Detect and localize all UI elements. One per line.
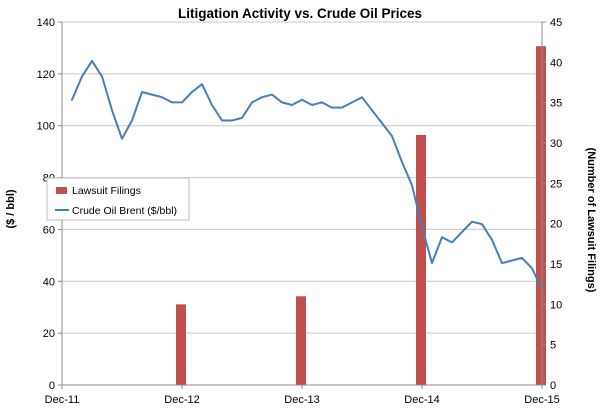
y-left-tick-label: 120 xyxy=(37,69,55,81)
legend-label-crude-oil-brent: Crude Oil Brent ($/bbl) xyxy=(72,205,177,217)
y-right-tick-label: 0 xyxy=(550,380,556,392)
x-tick-label: Dec-11 xyxy=(45,394,80,405)
bar-lawsuit-filings xyxy=(536,46,546,385)
y-left-tick-label: 60 xyxy=(43,224,55,236)
chart-title: Litigation Activity vs. Crude Oil Prices xyxy=(178,6,422,21)
y-right-tick-label: 40 xyxy=(550,57,562,69)
y-right-tick-label: 25 xyxy=(550,178,562,190)
y-right-tick-label: 35 xyxy=(550,98,562,110)
y-right-tick-label: 20 xyxy=(550,219,562,231)
tick-labels: 020406080100120140051015202530354045Dec-… xyxy=(37,17,563,406)
x-tick-label: Dec-14 xyxy=(404,394,439,405)
y-right-axis-label: (Number of Lawsuit Filings) xyxy=(585,148,597,293)
bar-lawsuit-filings xyxy=(416,134,426,385)
line-series xyxy=(71,59,543,291)
y-right-tick-label: 5 xyxy=(550,340,556,352)
y-left-tick-label: 140 xyxy=(37,17,55,29)
legend-box xyxy=(46,177,190,221)
y-left-axis-label: ($ / bbl) xyxy=(5,189,17,228)
x-tick-label: Dec-12 xyxy=(164,394,199,405)
y-right-tick-label: 45 xyxy=(550,17,562,29)
y-right-tick-label: 30 xyxy=(550,138,562,150)
y-left-tick-label: 20 xyxy=(43,328,55,340)
legend-swatch-lawsuit-filings xyxy=(56,187,67,194)
bar-series xyxy=(176,46,546,385)
bar-lawsuit-filings xyxy=(296,296,306,385)
y-left-tick-label: 100 xyxy=(37,121,55,133)
y-left-tick-label: 0 xyxy=(49,380,55,392)
y-left-tick-label: 40 xyxy=(43,276,55,288)
x-tick-label: Dec-13 xyxy=(284,394,319,405)
x-tick-label: Dec-15 xyxy=(524,394,559,405)
legend-label-lawsuit-filings: Lawsuit Filings xyxy=(72,185,141,197)
y-right-tick-label: 15 xyxy=(550,259,562,271)
line-crude-oil-brent xyxy=(71,59,543,291)
y-right-tick-label: 10 xyxy=(550,299,562,311)
bar-lawsuit-filings xyxy=(176,304,186,385)
legend: Lawsuit Filings Crude Oil Brent ($/bbl) xyxy=(46,177,190,221)
